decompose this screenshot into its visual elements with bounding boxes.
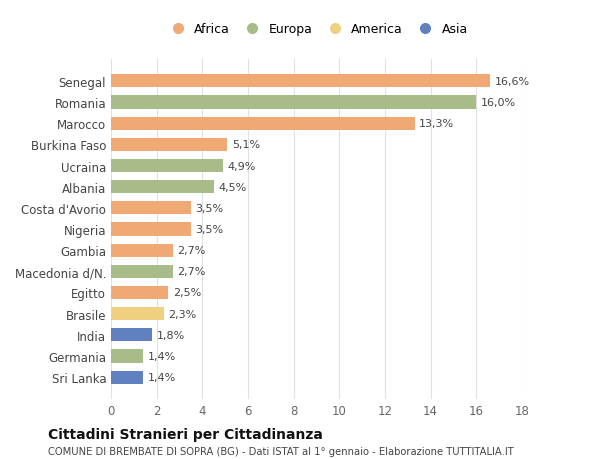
Bar bbox=[111, 286, 168, 299]
Text: 1,4%: 1,4% bbox=[148, 351, 176, 361]
Text: COMUNE DI BREMBATE DI SOPRA (BG) - Dati ISTAT al 1° gennaio - Elaborazione TUTTI: COMUNE DI BREMBATE DI SOPRA (BG) - Dati … bbox=[48, 447, 514, 456]
Text: 4,9%: 4,9% bbox=[227, 161, 256, 171]
Text: 1,4%: 1,4% bbox=[148, 372, 176, 382]
Bar bbox=[111, 308, 164, 320]
Text: 5,1%: 5,1% bbox=[232, 140, 260, 150]
Bar bbox=[111, 329, 152, 341]
Text: 16,6%: 16,6% bbox=[494, 77, 530, 87]
Text: 13,3%: 13,3% bbox=[419, 119, 454, 129]
Text: 2,7%: 2,7% bbox=[177, 267, 206, 277]
Bar bbox=[111, 244, 173, 257]
Text: 1,8%: 1,8% bbox=[157, 330, 185, 340]
Text: 3,5%: 3,5% bbox=[196, 224, 224, 235]
Bar bbox=[111, 202, 191, 215]
Text: 3,5%: 3,5% bbox=[196, 203, 224, 213]
Bar bbox=[111, 139, 227, 151]
Legend: Africa, Europa, America, Asia: Africa, Europa, America, Asia bbox=[160, 18, 473, 41]
Bar bbox=[111, 371, 143, 384]
Text: Cittadini Stranieri per Cittadinanza: Cittadini Stranieri per Cittadinanza bbox=[48, 427, 323, 442]
Bar bbox=[111, 118, 415, 130]
Text: 2,3%: 2,3% bbox=[168, 309, 196, 319]
Text: 16,0%: 16,0% bbox=[481, 98, 516, 108]
Bar bbox=[111, 160, 223, 173]
Bar bbox=[111, 181, 214, 194]
Bar bbox=[111, 350, 143, 363]
Bar bbox=[111, 96, 476, 109]
Text: 2,5%: 2,5% bbox=[173, 288, 201, 298]
Bar bbox=[111, 265, 173, 278]
Bar bbox=[111, 75, 490, 88]
Text: 2,7%: 2,7% bbox=[177, 246, 206, 256]
Text: 4,5%: 4,5% bbox=[218, 182, 247, 192]
Bar bbox=[111, 223, 191, 236]
